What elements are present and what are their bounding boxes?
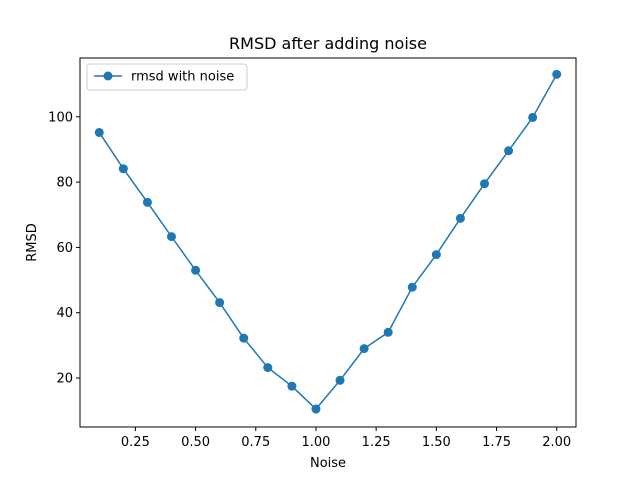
data-point <box>118 164 128 174</box>
y-axis-ticks: 20 40 60 80 100 <box>48 110 80 387</box>
x-tick-label: 2.00 <box>542 435 571 450</box>
plot-area-frame <box>79 57 577 428</box>
series-line <box>98 73 558 410</box>
data-point <box>311 404 321 414</box>
data-point <box>142 197 152 207</box>
x-tick-label: 0.75 <box>241 435 270 450</box>
y-tick-label: 80 <box>56 176 73 191</box>
data-point <box>528 112 538 122</box>
x-tick-label: 1.75 <box>482 435 511 450</box>
plot-content <box>94 69 562 414</box>
legend-label: rmsd with noise <box>131 70 234 85</box>
x-axis-title: Noise <box>310 456 346 471</box>
x-tick-label: 1.50 <box>422 435 451 450</box>
data-point <box>480 179 490 189</box>
data-point <box>191 265 201 275</box>
y-tick-label: 20 <box>56 372 73 387</box>
x-tick-label: 0.50 <box>181 435 210 450</box>
chart-title: RMSD after adding noise <box>229 34 427 53</box>
data-point <box>407 282 417 292</box>
x-axis-ticks: 0.25 0.50 0.75 1.00 1.25 1.50 1.75 2.00 <box>121 427 571 450</box>
legend-box <box>86 63 248 91</box>
legend: rmsd with noise <box>86 63 248 91</box>
data-point <box>359 344 369 354</box>
data-point <box>94 127 104 137</box>
data-point <box>239 333 249 343</box>
legend-marker-swatch <box>103 71 113 81</box>
x-tick-label: 0.25 <box>121 435 150 450</box>
data-point <box>166 232 176 242</box>
y-tick-label: 100 <box>48 110 73 125</box>
data-point <box>263 363 273 373</box>
data-point <box>552 69 562 79</box>
data-point <box>504 146 514 156</box>
y-axis-title: RMSD <box>25 223 40 262</box>
data-point <box>383 327 393 337</box>
data-point <box>215 298 225 308</box>
data-point <box>455 213 465 223</box>
data-point <box>431 250 441 260</box>
y-tick-label: 60 <box>56 241 73 256</box>
x-tick-label: 1.00 <box>301 435 330 450</box>
x-tick-label: 1.25 <box>362 435 391 450</box>
data-point <box>287 381 297 391</box>
y-tick-label: 40 <box>56 306 73 321</box>
data-point <box>335 375 345 385</box>
